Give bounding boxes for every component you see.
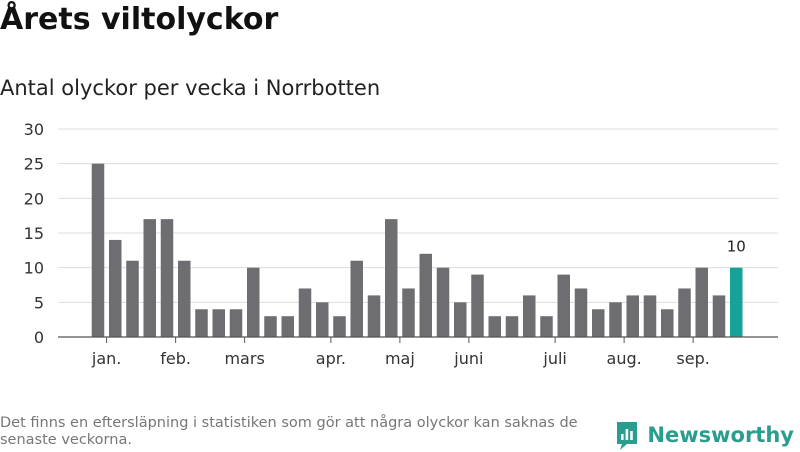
bar (367, 295, 381, 337)
bar (574, 288, 588, 337)
bar (350, 260, 363, 337)
bar (661, 309, 674, 337)
y-tick-label: 10 (24, 259, 44, 278)
bar (505, 316, 519, 337)
chart-title: Årets viltolyckor (0, 2, 279, 37)
x-tick-label: juni (453, 349, 483, 368)
bar (436, 267, 450, 337)
bars (91, 163, 743, 337)
bar (385, 219, 398, 337)
bar (488, 316, 501, 337)
bar (316, 302, 329, 337)
y-tick-label: 20 (24, 189, 44, 208)
y-axis-ticks: 0 5 10 15 20 25 30 (24, 120, 44, 347)
bar (557, 274, 570, 337)
x-axis-ticks: jan. feb. mars apr. maj juni juli aug. sep. (91, 337, 710, 368)
bar (471, 274, 484, 337)
bar (678, 288, 691, 337)
bar (695, 267, 708, 337)
newsworthy-logo-icon (617, 422, 638, 450)
x-tick-label: feb. (160, 349, 191, 368)
bar (195, 309, 208, 337)
y-tick-label: 15 (24, 224, 44, 243)
bar (333, 316, 346, 337)
highlight-bar (730, 267, 743, 337)
x-tick-label: juli (542, 349, 566, 368)
x-tick-label: mars (224, 349, 264, 368)
bar (178, 260, 191, 337)
bar (264, 316, 277, 337)
data-labels: 10 (727, 238, 746, 256)
bar (454, 302, 467, 337)
bar (626, 295, 639, 337)
y-tick-label: 5 (34, 293, 44, 312)
brand-name: Newsworthy (647, 423, 794, 447)
y-tick-label: 25 (24, 155, 44, 174)
bar-chart: 0 5 10 15 20 25 30 jan. feb. mars apr. maj juni juli… (24, 120, 778, 368)
x-tick-label: maj (385, 349, 415, 368)
bar (419, 253, 432, 337)
bar (247, 267, 260, 337)
chart-subtitle: Antal olyckor per vecka i Norrbotten (0, 76, 381, 100)
bar (540, 316, 553, 337)
x-tick-label: apr. (316, 349, 346, 368)
x-tick-label: aug. (607, 349, 642, 368)
x-tick-label: jan. (91, 349, 121, 368)
y-tick-label: 30 (24, 120, 44, 139)
footnote: Det finns en eftersläpning i statistiken… (0, 415, 578, 448)
bar (229, 309, 243, 337)
bar (281, 316, 294, 337)
bar (109, 239, 122, 337)
bar (643, 295, 657, 337)
highlight-value-label: 10 (727, 238, 746, 256)
bar (143, 219, 156, 337)
bar (609, 302, 622, 337)
bar (402, 288, 415, 337)
bar (126, 260, 139, 337)
bar (298, 288, 312, 337)
y-tick-label: 0 (34, 328, 44, 347)
brand-logo: Newsworthy (615, 418, 794, 452)
bar (712, 295, 726, 337)
bar (523, 295, 536, 337)
bar (592, 309, 605, 337)
x-tick-label: sep. (676, 349, 709, 368)
bar (160, 219, 174, 337)
bar (212, 309, 225, 337)
bar (91, 163, 105, 337)
